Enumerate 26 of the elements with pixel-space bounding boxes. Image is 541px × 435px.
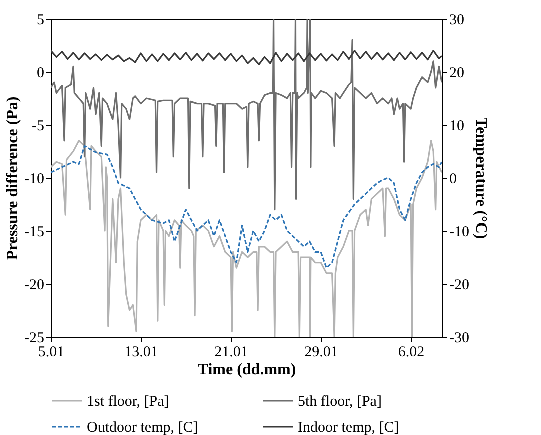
y-tick-label: -20 xyxy=(24,278,44,294)
y-tick-label: -5 xyxy=(32,118,44,134)
y2-tick-label: -20 xyxy=(450,278,470,294)
y-tick-label: 5 xyxy=(37,12,44,28)
y2-tick-label: 0 xyxy=(450,172,457,188)
x-tick-label: 13.01 xyxy=(124,344,158,360)
legend-label: Outdoor temp, [C] xyxy=(87,420,198,435)
y2-tick-label: 30 xyxy=(450,12,464,28)
y2-tick-label: -10 xyxy=(450,224,470,240)
y-tick-label: -25 xyxy=(24,330,44,346)
x-tick-label: 29.01 xyxy=(304,344,338,360)
legend-label: 5th floor, [Pa] xyxy=(298,394,382,410)
legend-label: 1st floor, [Pa] xyxy=(87,394,170,410)
y-tick-label: -15 xyxy=(24,224,44,240)
legend-label: Indoor temp, [C] xyxy=(298,420,400,435)
x-tick-label: 21.01 xyxy=(214,344,248,360)
y2-tick-label: 10 xyxy=(450,118,464,134)
x-axis-title: Time (dd.mm) xyxy=(198,362,296,378)
x-tick-label: 5.01 xyxy=(38,344,65,360)
y-axis-title: Pressure difference (Pa) xyxy=(4,96,22,260)
y2-tick-label: -30 xyxy=(450,330,470,346)
y-tick-label: 0 xyxy=(37,66,44,82)
y2-tick-label: 20 xyxy=(450,66,464,82)
y-tick-label: -10 xyxy=(24,172,44,188)
x-tick-label: 6.02 xyxy=(398,344,425,360)
y2-axis-title: Temperature (°C) xyxy=(472,118,490,240)
